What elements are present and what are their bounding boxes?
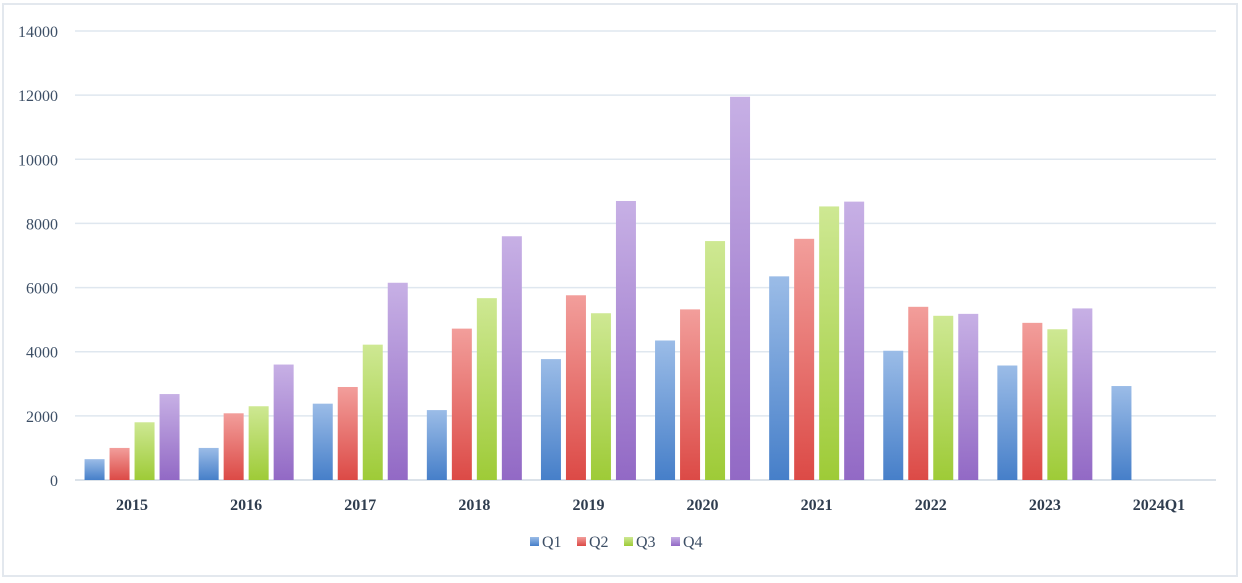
y-tick-label: 2000 bbox=[26, 409, 58, 426]
bar-q2-2017 bbox=[337, 386, 358, 480]
bar-q4-2015 bbox=[159, 394, 180, 480]
bar-q3-2019 bbox=[590, 313, 611, 480]
bar-q2-2022 bbox=[908, 306, 929, 480]
y-tick-label: 6000 bbox=[26, 281, 58, 298]
bar-q2-2016 bbox=[223, 413, 244, 480]
bars bbox=[84, 96, 1132, 480]
bar-q4-2016 bbox=[273, 364, 294, 480]
legend-swatch-q2 bbox=[577, 537, 586, 546]
bar-q4-2023 bbox=[1072, 308, 1093, 480]
bar-q4-2021 bbox=[844, 201, 865, 480]
bar-q1-2016 bbox=[198, 447, 219, 480]
x-category-label: 2022 bbox=[915, 497, 947, 514]
bar-q4-2018 bbox=[501, 236, 522, 480]
bar-q2-2015 bbox=[109, 447, 130, 480]
legend-label-q3: Q3 bbox=[636, 534, 656, 551]
x-category-label: 2016 bbox=[230, 497, 262, 514]
bar-q1-2015 bbox=[84, 459, 105, 480]
bar-q3-2021 bbox=[819, 206, 840, 480]
y-axis-ticks: 0 2000 4000 6000 8000 10000 12000 14000 bbox=[18, 24, 58, 490]
legend-swatch-q1 bbox=[530, 537, 539, 546]
bar-q2-2018 bbox=[451, 328, 472, 480]
bar-q1-2018 bbox=[426, 410, 447, 480]
legend-label-q2: Q2 bbox=[589, 534, 609, 551]
legend-swatch-q4 bbox=[671, 537, 680, 546]
x-category-label: 2019 bbox=[572, 497, 604, 514]
bar-q4-2017 bbox=[387, 282, 408, 480]
bar-q3-2016 bbox=[248, 406, 269, 480]
bar-q3-2022 bbox=[933, 315, 954, 480]
bar-q4-2019 bbox=[615, 200, 636, 480]
x-category-label: 2021 bbox=[801, 497, 833, 514]
bar-q3-2020 bbox=[705, 241, 726, 480]
y-tick-label: 10000 bbox=[18, 152, 58, 169]
legend-label-q1: Q1 bbox=[542, 534, 562, 551]
x-category-label: 2024Q1 bbox=[1133, 497, 1185, 514]
bar-q2-2019 bbox=[565, 295, 586, 480]
legend-swatch-q3 bbox=[624, 537, 633, 546]
bar-q3-2023 bbox=[1047, 329, 1068, 480]
bar-q3-2018 bbox=[476, 298, 497, 480]
y-tick-label: 8000 bbox=[26, 216, 58, 233]
bar-q3-2017 bbox=[362, 344, 383, 480]
x-axis-categories: 2015 2016 2017 2018 2019 2020 2021 2022 2023 2024… bbox=[116, 497, 1185, 514]
bar-q4-2022 bbox=[958, 313, 979, 480]
x-category-label: 2020 bbox=[687, 497, 719, 514]
x-category-label: 2023 bbox=[1029, 497, 1061, 514]
bar-q1-2019 bbox=[540, 359, 561, 480]
bar-q1-2021 bbox=[769, 276, 790, 480]
bar-q1-2023 bbox=[997, 365, 1018, 480]
bar-q2-2023 bbox=[1022, 322, 1043, 480]
gridlines bbox=[75, 30, 1216, 481]
bar-q4-2020 bbox=[730, 96, 751, 480]
x-category-label: 2015 bbox=[116, 497, 148, 514]
legend: Q1 Q2 Q3 Q4 bbox=[530, 534, 703, 551]
y-tick-label: 4000 bbox=[26, 345, 58, 362]
bar-q1-2020 bbox=[655, 340, 676, 480]
bar-q1-2024q1 bbox=[1111, 386, 1132, 480]
x-category-label: 2017 bbox=[344, 497, 376, 514]
y-tick-label: 12000 bbox=[18, 88, 58, 105]
y-tick-label: 14000 bbox=[18, 24, 58, 41]
bar-q2-2021 bbox=[794, 238, 815, 480]
bar-q2-2020 bbox=[680, 309, 701, 480]
bar-q3-2015 bbox=[134, 422, 155, 480]
bar-q1-2017 bbox=[312, 403, 333, 480]
x-category-label: 2018 bbox=[458, 497, 490, 514]
legend-label-q4: Q4 bbox=[683, 534, 703, 551]
y-tick-label: 0 bbox=[50, 473, 58, 490]
bar-q1-2022 bbox=[883, 350, 904, 480]
